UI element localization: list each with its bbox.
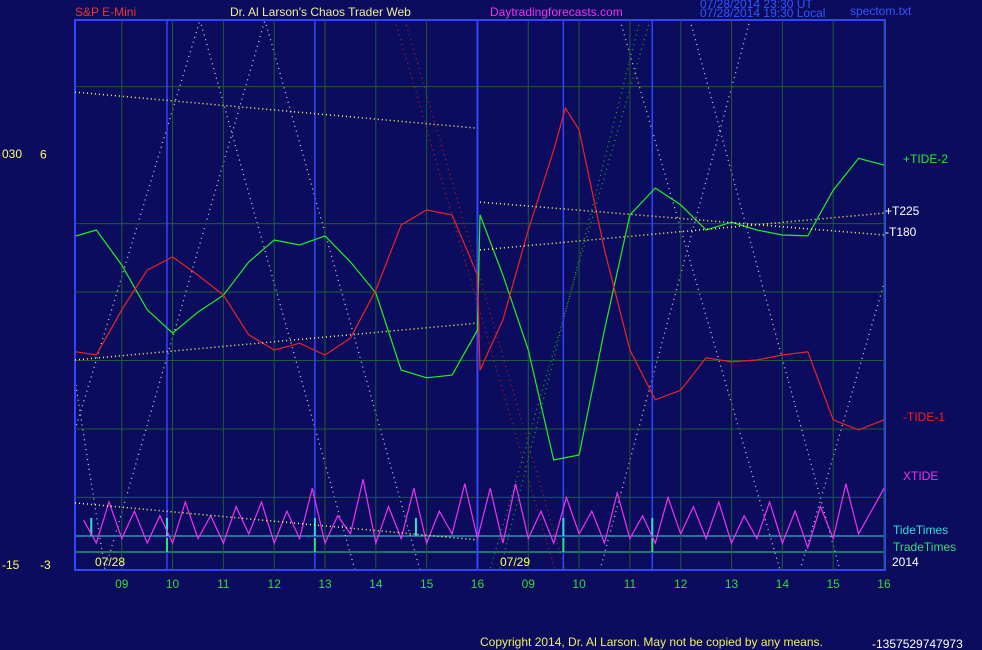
plot-frame	[74, 19, 886, 571]
cycle-line	[599, 19, 751, 571]
cycle-line	[489, 19, 651, 571]
cycle-line	[799, 279, 886, 571]
cycle-line	[619, 19, 781, 571]
cycle-line	[104, 19, 266, 571]
legend-label: TideTimes	[893, 523, 948, 537]
cycle-lines	[74, 19, 886, 571]
legend-label: +T225	[885, 204, 920, 218]
x-tick-label: 16	[471, 577, 485, 591]
series-line	[75, 157, 885, 461]
cycle-line	[199, 19, 356, 571]
legend-label: XTIDE	[903, 469, 938, 483]
time-ut: 07/28/2014 23:30 UT	[700, 0, 813, 11]
footer-id: -1357529747973	[872, 637, 963, 650]
cycle-line	[74, 379, 106, 571]
series-line	[74, 212, 885, 361]
series-line	[74, 91, 885, 236]
series-line	[75, 106, 885, 431]
url: Daytradingforecasts.com	[490, 5, 623, 19]
copyright: Copyright 2014, Dr. Al Larson. May not b…	[480, 635, 823, 649]
x-tick-label: 16	[877, 577, 891, 591]
year-label: 2014	[892, 555, 919, 569]
x-tick-label: 10	[166, 577, 180, 591]
x-tick-label: 13	[725, 577, 739, 591]
y2-tick-label: 030	[2, 147, 22, 161]
x-tick-label: 14	[369, 577, 383, 591]
x-tick-label: 12	[268, 577, 282, 591]
symbol: S&P E-Mini	[75, 5, 136, 19]
file-name: spectom.txt	[850, 4, 912, 18]
x-tick-label: 09	[522, 577, 536, 591]
x-tick-label: 10	[572, 577, 586, 591]
x-tick-label: 11	[217, 577, 230, 591]
legend-label: TradeTimes	[893, 540, 956, 554]
y-tick-label: 6	[40, 147, 47, 161]
y2-tick-label: -15	[2, 558, 20, 572]
y-tick-label: -3	[40, 558, 51, 572]
site-title: Dr. Al Larson's Chaos Trader Web	[230, 5, 411, 19]
x-tick-label: 14	[776, 577, 790, 591]
date-label: 07/28	[95, 555, 125, 569]
series-line	[83, 479, 885, 550]
x-tick-label: 12	[674, 577, 688, 591]
cycle-line	[394, 19, 556, 571]
x-tick-label: 09	[115, 577, 129, 591]
cycle-line	[404, 19, 566, 571]
x-tick-label: 15	[826, 577, 840, 591]
series-line	[74, 502, 478, 541]
date-label: 07/29	[500, 555, 530, 569]
legend-label: -TIDE-1	[903, 410, 945, 424]
cycle-line	[689, 19, 841, 571]
x-tick-label: 13	[318, 577, 332, 591]
x-tick-label: 15	[420, 577, 434, 591]
time-local: 07/28/2014 19:30 Local	[700, 6, 825, 20]
legend-label: +TIDE-2	[903, 152, 948, 166]
x-tick-label: 11	[624, 577, 637, 591]
legend-label: -T180	[885, 225, 917, 239]
